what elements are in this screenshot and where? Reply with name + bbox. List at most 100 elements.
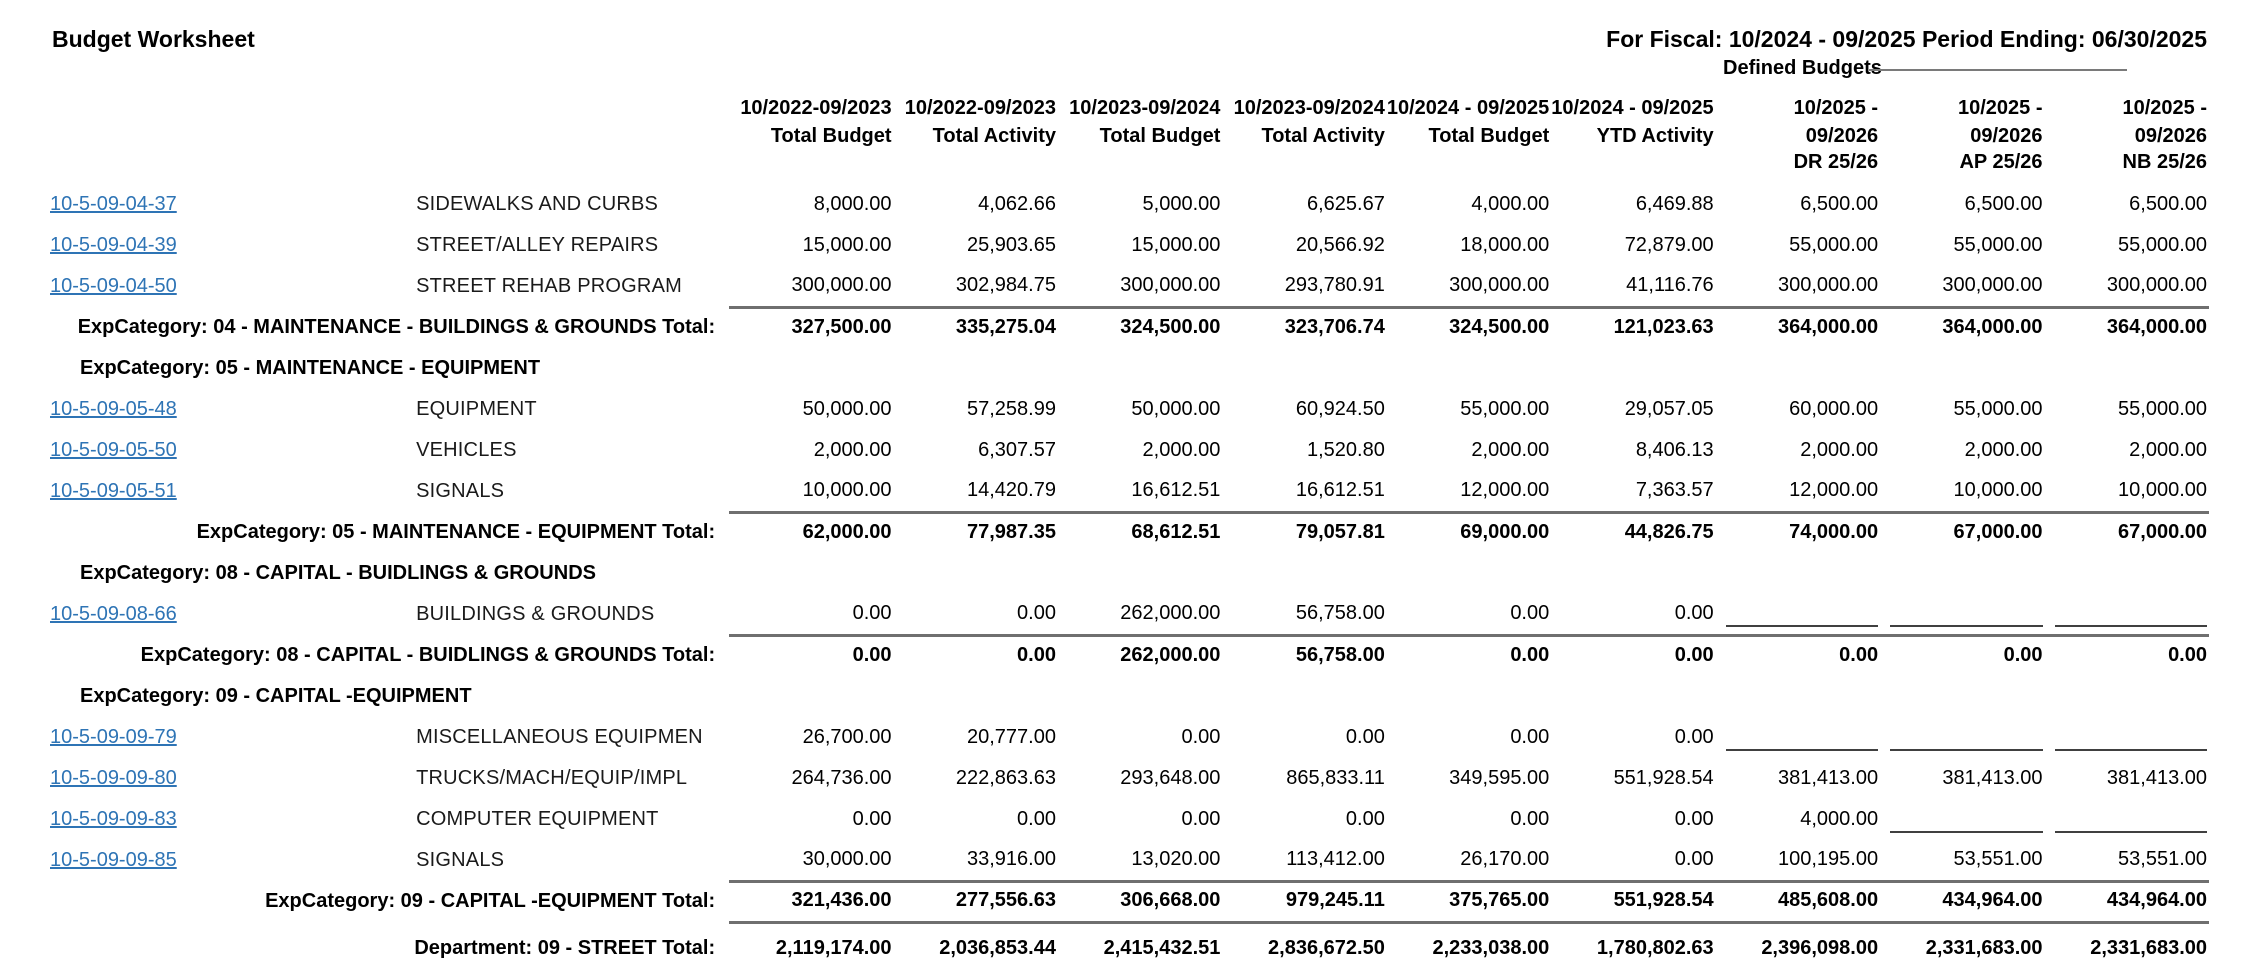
column-header-text: 09/2026 (2134, 125, 2207, 147)
amount-cell: 15,000.00 (802, 234, 892, 256)
amount-cell: 364,000.00 (1715, 305, 1881, 348)
amount-cell: 26,170.00 (1460, 847, 1550, 870)
amount-cell: 6,625.67 (1306, 193, 1385, 215)
amount-cell: 77,987.35 (893, 510, 1058, 553)
account-link[interactable]: 10-5-09-05-51 (50, 480, 177, 502)
blank-cell-underline (1890, 624, 2043, 627)
amount-cell: 2,000.00 (813, 439, 892, 461)
amount-cell: 4,000.00 (1800, 808, 1879, 830)
column-header: 09/2026 (1880, 123, 2044, 151)
amount-cell: 50,000.00 (1131, 398, 1221, 420)
account-row: 10-5-09-05-48 EQUIPMENT 50,000.00 57,258.99… (50, 389, 2209, 430)
account-row: 10-5-09-04-50 STREET REHAB PROGRAM 300,000… (50, 266, 2209, 307)
column-header-text: 10/2024 - 09/2025 (1386, 97, 1550, 119)
account-link[interactable]: 10-5-09-04-50 (50, 275, 177, 297)
amount-cell: 26,700.00 (802, 726, 892, 748)
blank-cell-underline (2054, 831, 2207, 833)
account-description: STREET/ALLEY REPAIRS (416, 234, 659, 256)
column-header: 10/2022-09/2023 (729, 96, 893, 123)
amount-cell: 434,964.00 (2044, 879, 2209, 922)
amount-cell: 55,000.00 (1953, 234, 2043, 256)
amount-cell: 300,000.00 (1777, 273, 1879, 296)
column-header: 10/2025 - (1716, 96, 1880, 123)
amount-cell: 264,736.00 (791, 767, 892, 789)
category-section-label: ExpCategory: 05 - MAINTENANCE - EQUIPMEN… (80, 357, 541, 379)
account-link[interactable]: 10-5-09-05-48 (50, 398, 177, 420)
amount-cell: 0.00 (1715, 633, 1881, 676)
amount-cell: 222,863.63 (955, 767, 1056, 789)
blank-cell-underline (1725, 749, 1879, 751)
account-link[interactable]: 10-5-09-09-80 (50, 767, 177, 789)
account-number-cell: 10-5-09-05-51 (50, 471, 416, 512)
amount-cell: 10,000.00 (802, 478, 892, 501)
column-header-text: 10/2025 - (1793, 97, 1879, 119)
amount-cell: 364,000.00 (1880, 305, 2045, 348)
amount-cell: 321,436.00 (729, 879, 894, 922)
blank-cell-underline (2054, 624, 2207, 627)
account-row: 10-5-09-04-39 STREET/ALLEY REPAIRS 15,000.… (50, 225, 2209, 266)
amount-cell: 53,551.00 (1953, 847, 2043, 870)
amount-cell: 68,612.51 (1057, 510, 1223, 553)
amount-cell: 20,566.92 (1295, 234, 1385, 256)
account-row: 10-5-09-08-66 BUILDINGS & GROUNDS 0.00 0.00… (50, 594, 2209, 635)
column-header (729, 151, 893, 184)
amount-cell: 381,413.00 (1777, 767, 1879, 789)
amount-cell: 0.00 (1551, 633, 1716, 676)
amount-cell: 7,363.57 (1635, 478, 1714, 501)
table-header: 10/2022-09/2023 10/2022-09/2023 10/2023-09… (50, 96, 2209, 184)
account-row: 10-5-09-05-51 SIGNALS 10,000.00 14,420.79 16… (50, 471, 2209, 512)
account-link[interactable]: 10-5-09-09-83 (50, 808, 177, 830)
amount-cell: 10,000.00 (1953, 478, 2043, 501)
amount-cell: 0.00 (1345, 726, 1385, 748)
amount-cell: 551,928.54 (1551, 879, 1716, 922)
column-header: YTD Activity (1551, 123, 1715, 151)
amount-cell: 485,608.00 (1715, 879, 1881, 922)
account-link[interactable]: 10-5-09-08-66 (50, 603, 177, 625)
amount-cell: 293,648.00 (1120, 767, 1221, 789)
account-number-cell: 10-5-09-09-79 (50, 717, 416, 758)
amount-cell: 0.00 (1510, 601, 1550, 624)
amount-cell: 2,000.00 (1964, 439, 2043, 461)
amount-cell: 300,000.00 (791, 273, 892, 296)
category-total-label: ExpCategory: 05 - MAINTENANCE - EQUIPMEN… (196, 521, 716, 543)
amount-cell: 121,023.63 (1551, 305, 1716, 348)
account-link[interactable]: 10-5-09-09-85 (50, 849, 177, 871)
amount-cell: 100,195.00 (1777, 847, 1879, 870)
amount-cell: 72,879.00 (1624, 234, 1714, 256)
amount-cell: 12,000.00 (1460, 478, 1550, 501)
amount-cell: 2,119,174.00 (729, 920, 894, 969)
amount-cell: 16,612.51 (1295, 478, 1385, 501)
amount-cell: 55,000.00 (1460, 398, 1550, 420)
amount-cell: 79,057.81 (1222, 510, 1387, 553)
amount-cell: 41,116.76 (1626, 273, 1714, 296)
account-description: MISCELLANEOUS EQUIPMEN (416, 726, 703, 748)
amount-cell: 29,057.05 (1624, 398, 1714, 420)
account-row: 10-5-09-09-80 TRUCKS/MACH/EQUIP/IMPL 264,7… (50, 758, 2209, 799)
blank-budget-cell (1716, 717, 1880, 758)
account-link[interactable]: 10-5-09-09-79 (50, 726, 177, 748)
column-header-text: YTD Activity (1596, 125, 1714, 147)
amount-cell: 865,833.11 (1286, 767, 1385, 789)
account-link[interactable]: 10-5-09-05-50 (50, 439, 177, 461)
fiscal-period-heading: For Fiscal: 10/2024 - 09/2025 Period End… (1606, 26, 2207, 52)
amount-cell: 113,412.00 (1286, 847, 1385, 870)
column-header: 10/2023-09/2024 (1058, 96, 1222, 123)
budget-table: 10/2022-09/2023 10/2022-09/2023 10/2023-09… (50, 96, 2209, 969)
amount-cell: 67,000.00 (2044, 510, 2209, 553)
amount-cell: 324,500.00 (1057, 305, 1223, 348)
column-header-text: 10/2024 - 09/2025 (1551, 97, 1714, 119)
blank-cell-underline (2054, 749, 2207, 751)
column-header: Total Budget (729, 123, 893, 151)
amount-cell: 6,307.57 (978, 439, 1056, 461)
amount-cell: 13,020.00 (1131, 847, 1221, 870)
column-header: 10/2025 - (2045, 96, 2209, 123)
account-link[interactable]: 10-5-09-04-37 (50, 193, 177, 215)
amount-cell: 0.00 (1181, 808, 1221, 830)
amount-cell: 293,780.91 (1284, 273, 1385, 296)
amount-cell: 74,000.00 (1715, 510, 1881, 553)
column-header: Total Budget (1058, 123, 1222, 151)
column-header-text: DR 25/26 (1793, 151, 1879, 173)
account-link[interactable]: 10-5-09-04-39 (50, 234, 177, 256)
blank-cell-underline (1725, 624, 1879, 627)
blank-budget-cell (1880, 799, 2044, 840)
